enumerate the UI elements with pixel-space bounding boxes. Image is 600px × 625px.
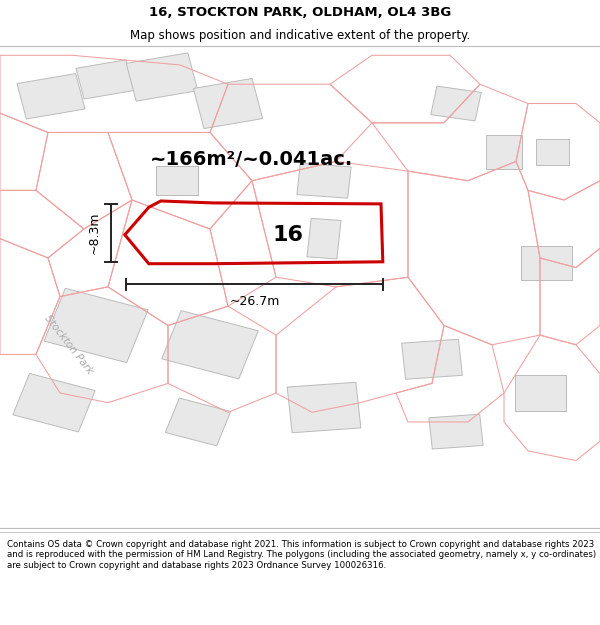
Polygon shape: [486, 135, 522, 169]
Polygon shape: [166, 398, 230, 446]
Polygon shape: [401, 339, 463, 379]
Polygon shape: [521, 246, 571, 279]
Text: Map shows position and indicative extent of the property.: Map shows position and indicative extent…: [130, 29, 470, 42]
Polygon shape: [193, 79, 263, 129]
Text: Contains OS data © Crown copyright and database right 2021. This information is : Contains OS data © Crown copyright and d…: [7, 540, 596, 569]
Polygon shape: [297, 163, 351, 198]
Polygon shape: [536, 139, 569, 165]
Polygon shape: [162, 311, 258, 379]
Text: ~26.7m: ~26.7m: [229, 295, 280, 308]
Text: ~8.3m: ~8.3m: [87, 212, 100, 254]
Polygon shape: [17, 74, 85, 119]
Polygon shape: [76, 60, 134, 99]
Polygon shape: [429, 414, 483, 449]
Polygon shape: [13, 374, 95, 432]
Polygon shape: [307, 218, 341, 259]
Polygon shape: [431, 86, 481, 121]
Text: ~166m²/~0.041ac.: ~166m²/~0.041ac.: [150, 149, 353, 169]
Polygon shape: [156, 166, 198, 195]
Polygon shape: [515, 375, 566, 411]
Polygon shape: [44, 288, 148, 362]
Text: 16: 16: [272, 225, 304, 245]
Text: Stockton Park: Stockton Park: [43, 313, 95, 376]
Polygon shape: [287, 382, 361, 432]
Text: 16, STOCKTON PARK, OLDHAM, OL4 3BG: 16, STOCKTON PARK, OLDHAM, OL4 3BG: [149, 6, 451, 19]
Polygon shape: [126, 53, 198, 101]
